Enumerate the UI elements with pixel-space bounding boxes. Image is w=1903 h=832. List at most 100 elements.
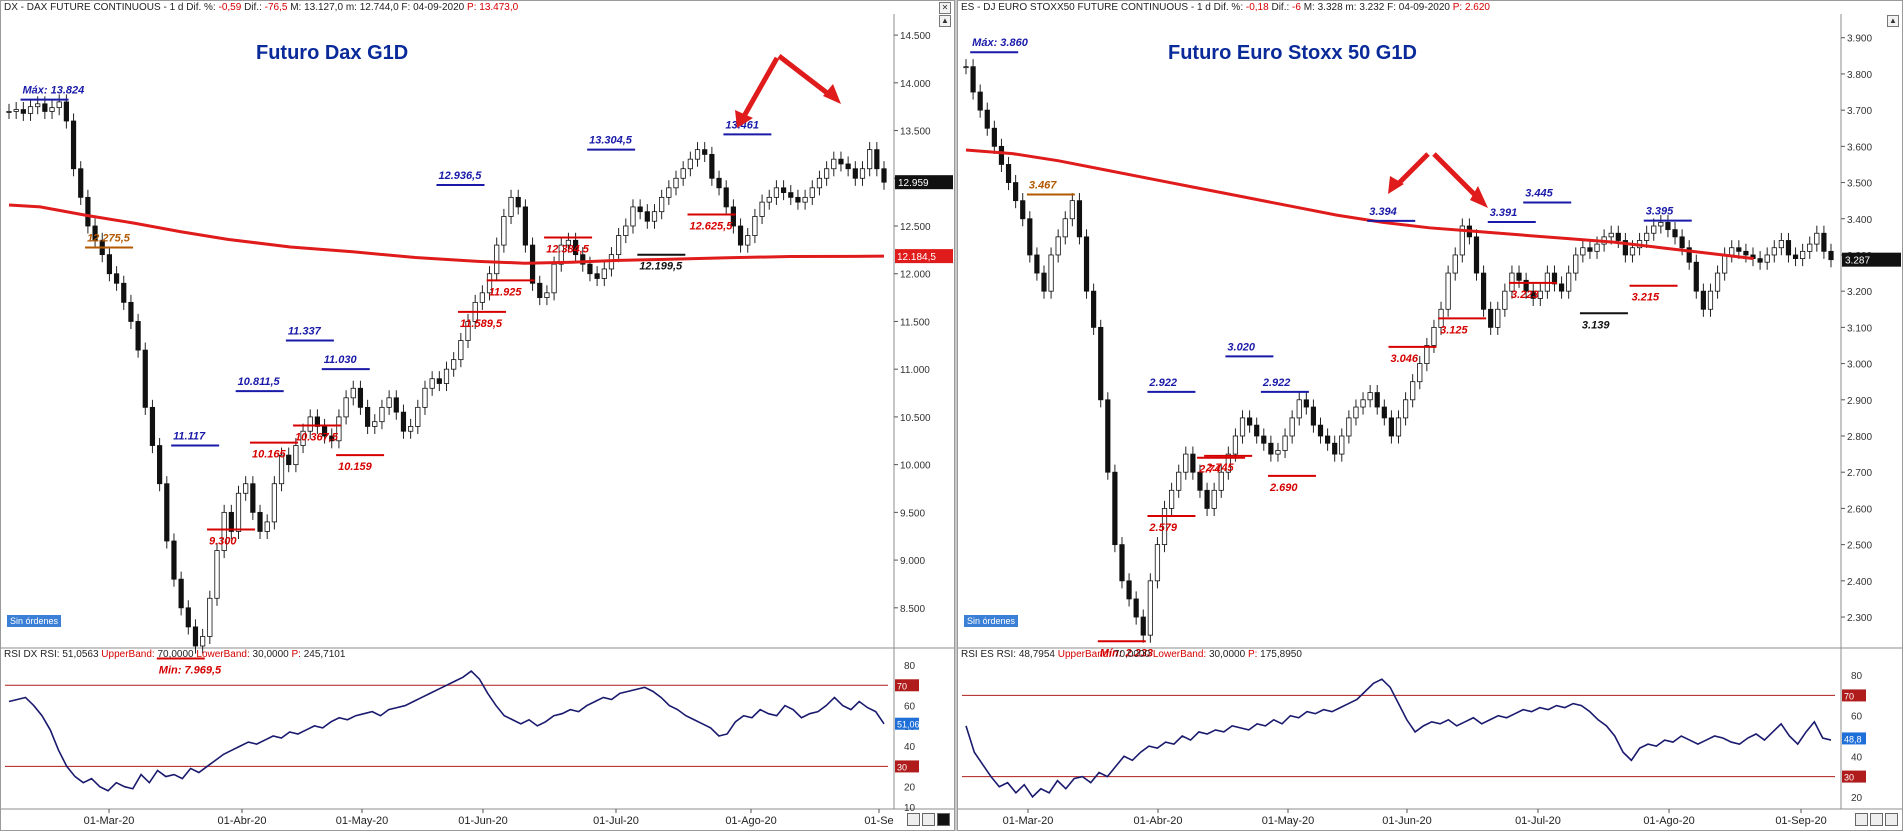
level-label: Máx: 3.860 [972,37,1029,49]
candle-up [486,273,493,294]
candle-down [1098,326,1104,401]
candle-down [1197,471,1203,491]
stoxx-sin-ordenes-badge[interactable]: Sin órdenes [964,615,1019,627]
save-icon[interactable] [907,813,920,826]
y-tick-label: 11.000 [900,365,930,376]
candle-down [1310,406,1317,426]
candle-up [264,521,270,532]
candle-down [1679,236,1685,249]
candle-up [451,359,457,370]
fill-icon[interactable] [1885,813,1898,826]
layout-icon[interactable] [922,813,935,826]
rsi-value-box [1842,732,1866,745]
candle-up [1169,489,1175,509]
level-label: 10.367,5 [295,432,339,444]
candle-down [228,511,234,532]
candle-down [716,177,722,189]
candle-up [1445,272,1451,310]
layout-icon[interactable] [1870,813,1883,826]
arrowhead-icon [823,84,841,104]
candle-down [537,282,543,298]
x-tick-label: 01-Ago-20 [725,815,776,827]
level-label: 3.391 [1490,207,1518,219]
panel-divider[interactable] [955,0,957,831]
candle-down [838,158,844,165]
candle-up [343,397,349,418]
candle-down [852,168,858,179]
dax-min-label: m: [345,2,357,13]
close-icon[interactable]: ✕ [939,2,951,14]
y-tick-label: 9.500 [900,508,925,519]
candle-down [1551,272,1558,285]
scroll-up-icon[interactable]: ▲ [939,15,951,27]
candle-down [365,406,371,427]
candle-up [752,216,758,236]
candle-up [443,368,450,384]
candle-up [494,244,500,275]
candle-down [70,120,77,170]
candle-up [350,387,356,399]
candle-up [1495,308,1501,328]
dax-difpct-label: Dif. %: [186,2,216,13]
save-icon[interactable] [1855,813,1868,826]
candle-up [1410,381,1416,401]
candle-up [1353,406,1359,419]
moving-average-line [8,203,885,265]
candle-up [207,597,213,637]
level-label: 12.936,5 [439,170,483,182]
candle-up [1367,392,1373,401]
candle-down [1119,544,1125,582]
candle-down [142,349,148,408]
fill-icon[interactable] [937,813,950,826]
rsi-line [8,670,885,792]
dax-upper-value: 70,0000 [157,649,194,660]
candle-up [1211,489,1217,509]
candle-down [1261,435,1267,444]
level-label: 2.579 [1148,522,1177,534]
candle-up [1275,450,1281,455]
candle-down [998,145,1005,165]
dax-rsi-value: 51,0563 [62,649,99,660]
dax-rsi-name: RSI DX [4,649,38,660]
y-tick-label: 12.500 [900,222,931,233]
candle-down [1473,236,1480,274]
candle-up [666,187,672,198]
dax-max: 13.127,0 [304,2,344,13]
candle-down [1332,442,1338,455]
stoxx-rsi-name: RSI ES [961,649,994,660]
candle-up [1707,290,1714,310]
scroll-up-icon[interactable]: ▲ [1887,15,1899,27]
dax-rsi-header: RSI DX RSI: 51,0563 UpperBand: 70,0000 L… [4,649,345,660]
candle-down [164,483,170,542]
x-tick-label: 01-Jun-20 [458,815,508,827]
level-label: 3.139 [1582,319,1610,331]
candle-up [1814,232,1820,245]
stoxx-dif-label: Dif.: [1271,2,1290,13]
x-tick-label: 01-May-20 [336,815,389,827]
dax-sin-ordenes-badge[interactable]: Sin órdenes [7,615,62,627]
rsi-y-tick-label: 80 [1851,671,1863,682]
stoxx-date: 04-09-2020 [1398,2,1450,13]
candle-up [1566,272,1572,292]
candle-down [185,607,191,628]
dax-panel: DX - DAX FUTURE CONTINUOUS - 1 d Dif. %:… [0,0,955,831]
stoxx-min: 3.232 [1359,2,1385,13]
candle-down [977,91,983,111]
candle-down [1105,399,1111,473]
candle-down [1020,200,1026,220]
stoxx-price: 2.620 [1464,2,1490,13]
y-tick-label: 12.000 [900,270,931,281]
candle-down [20,109,26,114]
candle-up [544,292,550,298]
level-label: 3.215 [1632,292,1660,304]
rsi-value-box [895,717,919,730]
candle-down [1736,247,1742,252]
level-label: 2.922 [1148,377,1177,389]
candle-up [565,239,572,246]
stoxx-status-icons [1853,813,1898,828]
stoxx-rsi-value: 48,7954 [1018,649,1055,660]
candle-down [1317,424,1324,437]
candle-up [630,206,636,227]
candle-up [1282,435,1288,451]
candle-down [795,196,801,203]
